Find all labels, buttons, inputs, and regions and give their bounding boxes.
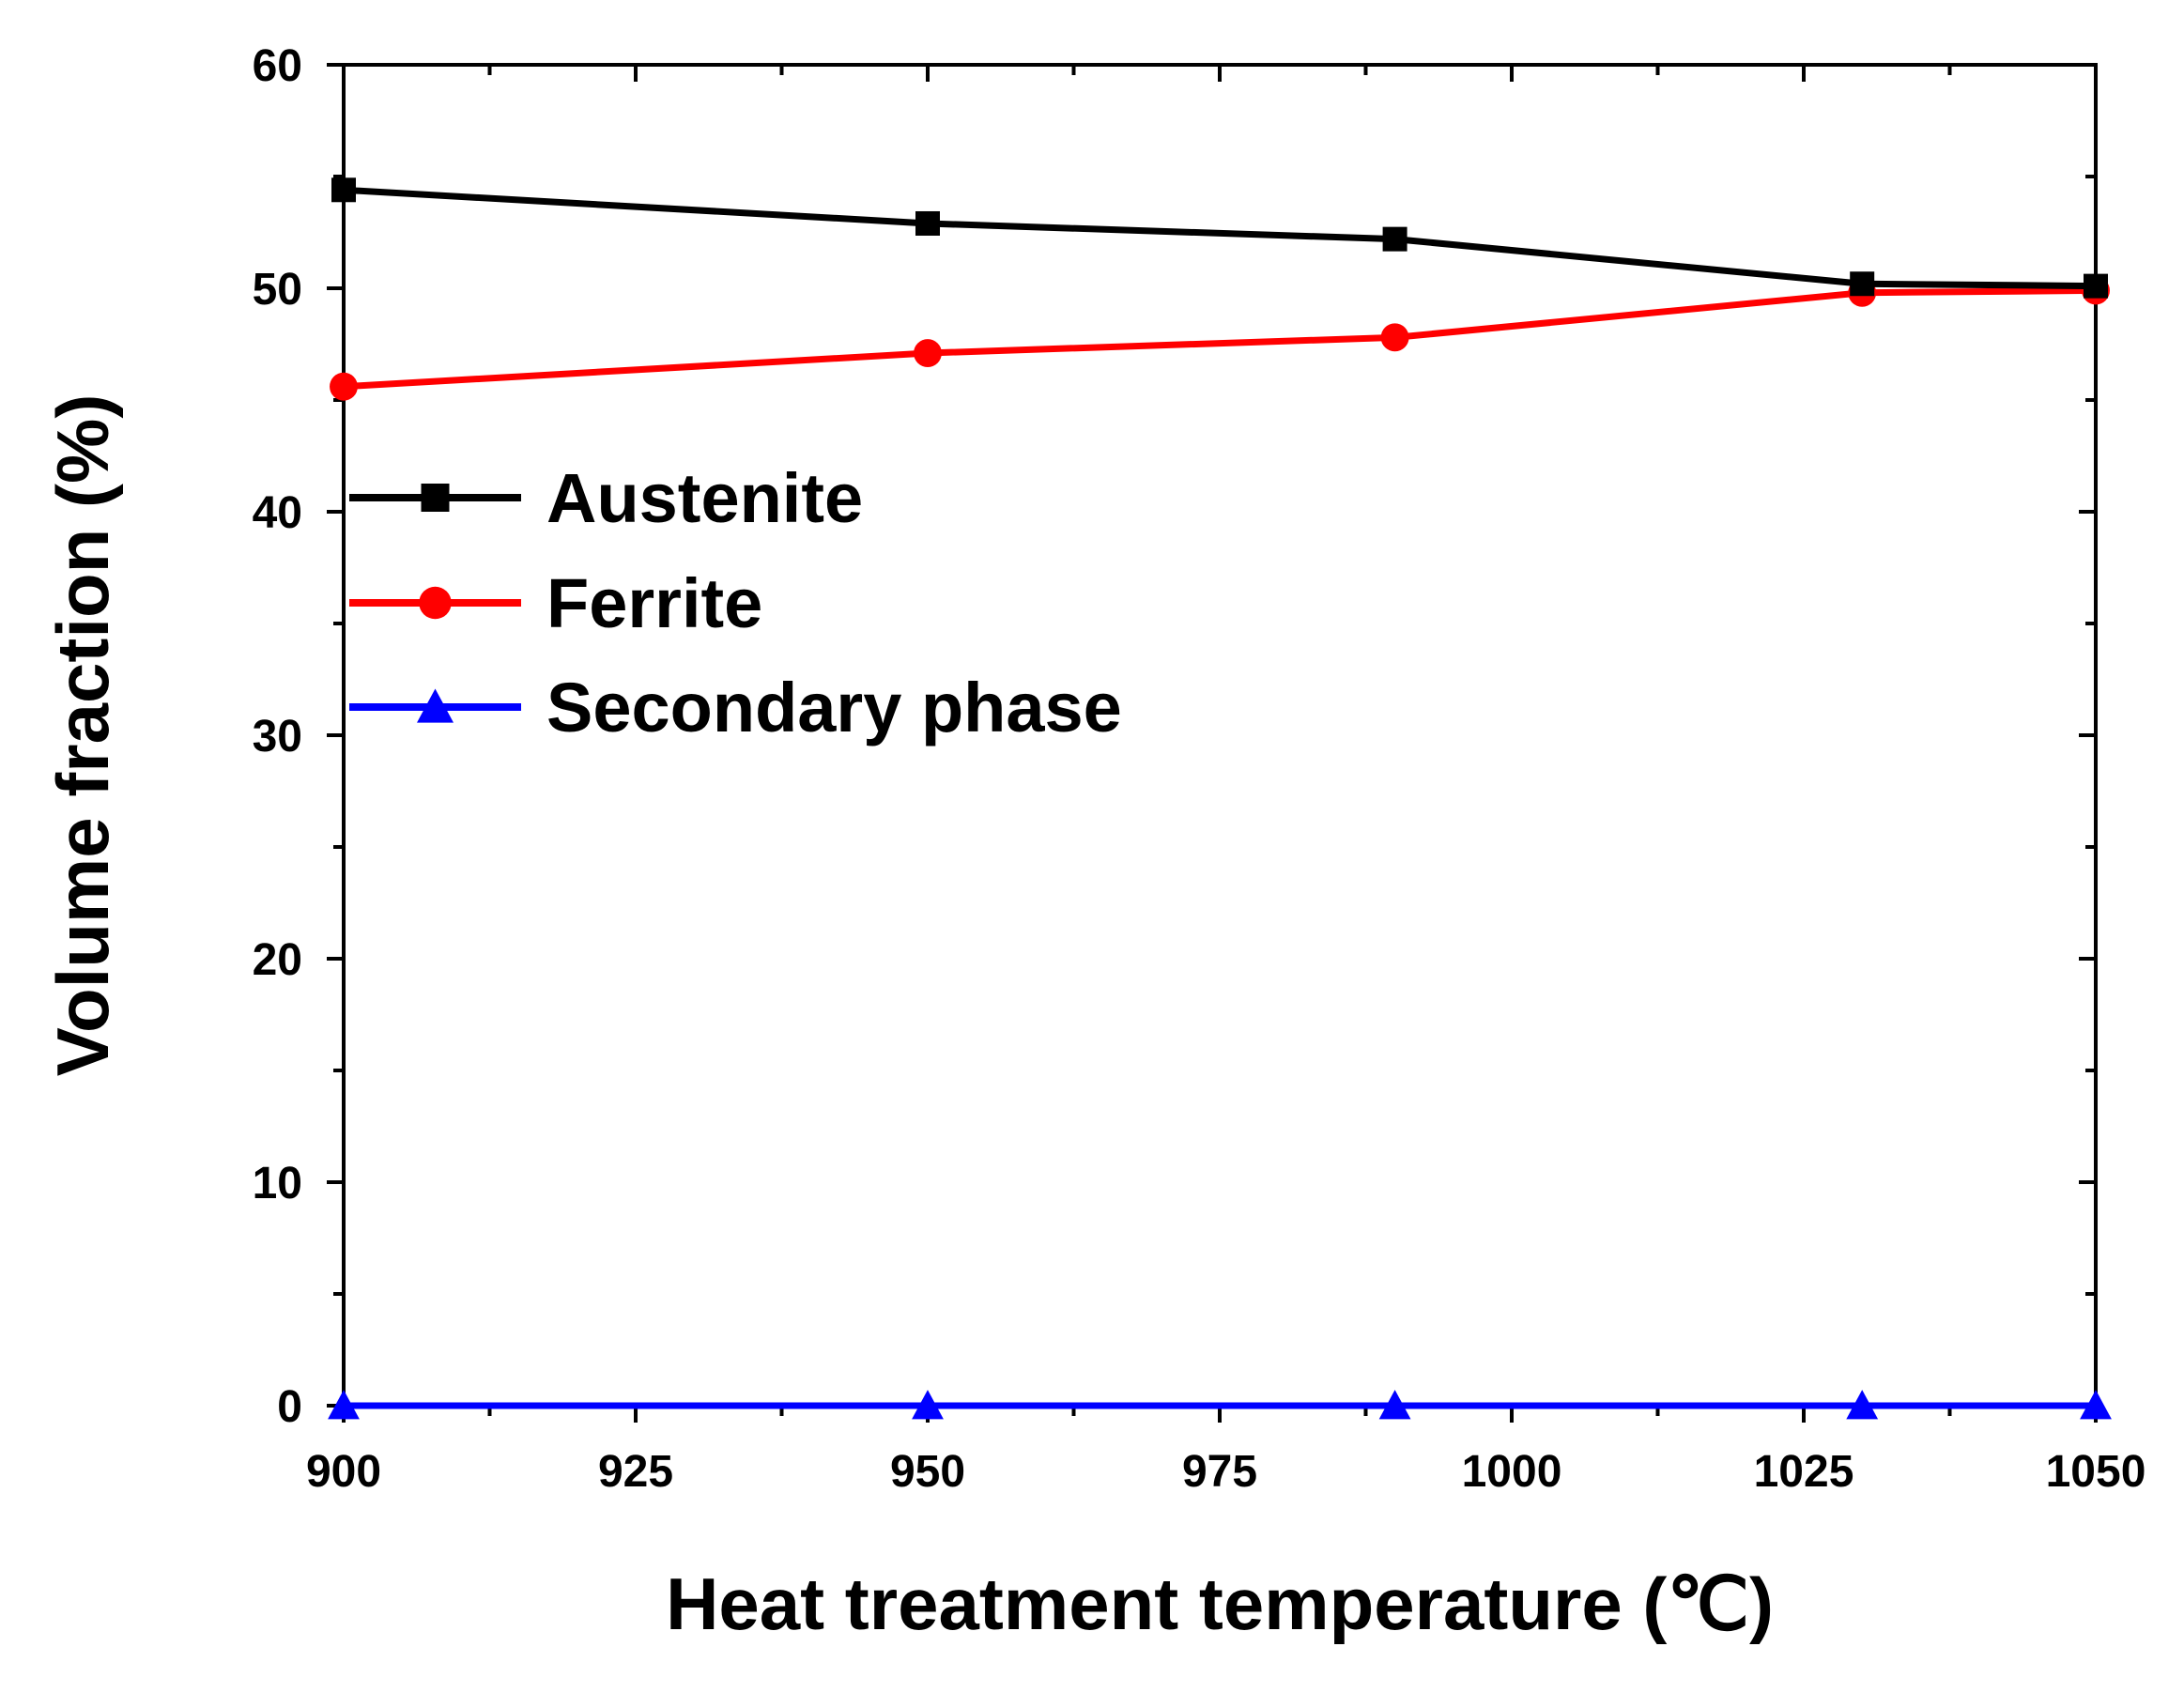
series-austenite	[331, 177, 2108, 299]
data-point	[1382, 226, 1407, 252]
legend-marker	[417, 688, 454, 723]
y-tick-label: 60	[253, 41, 302, 91]
legend-item: Secondary phase	[349, 669, 1122, 746]
y-tick-label: 30	[253, 712, 302, 762]
y-tick-label: 10	[253, 1159, 302, 1208]
data-point	[328, 1390, 360, 1420]
x-tick-label: 900	[306, 1447, 381, 1497]
legend-marker	[421, 484, 450, 512]
x-tick-label: 1025	[1754, 1447, 1854, 1497]
series-ferrite	[330, 276, 2110, 401]
y-tick-label: 40	[253, 488, 302, 538]
series-secondary-phase	[328, 1390, 2112, 1420]
series-line	[343, 186, 2097, 290]
y-tick-label: 0	[277, 1382, 302, 1432]
y-axis-title: Volume fraction (%)	[41, 394, 124, 1077]
data-point	[1380, 323, 1409, 352]
y-tick-label: 50	[253, 265, 302, 315]
data-point	[2084, 273, 2108, 299]
data-point	[1850, 271, 1875, 297]
x-tick-label: 975	[1182, 1447, 1257, 1497]
data-point	[330, 372, 358, 401]
x-axis-title: Heat treatment temperature (℃)	[666, 1562, 1774, 1645]
data-point	[1378, 1390, 1411, 1420]
x-tick-label: 1000	[1462, 1447, 1562, 1497]
legend-marker	[419, 586, 452, 620]
data-point	[912, 1390, 944, 1420]
x-tick-label: 1050	[2046, 1447, 2146, 1497]
data-point	[914, 339, 942, 367]
data-point	[915, 210, 940, 236]
data-point	[2080, 1390, 2112, 1420]
x-tick-label: 950	[890, 1447, 965, 1497]
legend-item: Austenite	[349, 459, 863, 537]
series-line	[343, 286, 2097, 391]
legend-label: Austenite	[546, 459, 863, 537]
data-point	[331, 177, 356, 203]
x-tick-label: 925	[598, 1447, 673, 1497]
data-point	[1846, 1390, 1879, 1420]
legend-label: Secondary phase	[546, 669, 1122, 746]
legend-label: Ferrite	[546, 564, 762, 642]
legend-item: Ferrite	[349, 564, 762, 642]
y-tick-label: 20	[253, 935, 302, 985]
